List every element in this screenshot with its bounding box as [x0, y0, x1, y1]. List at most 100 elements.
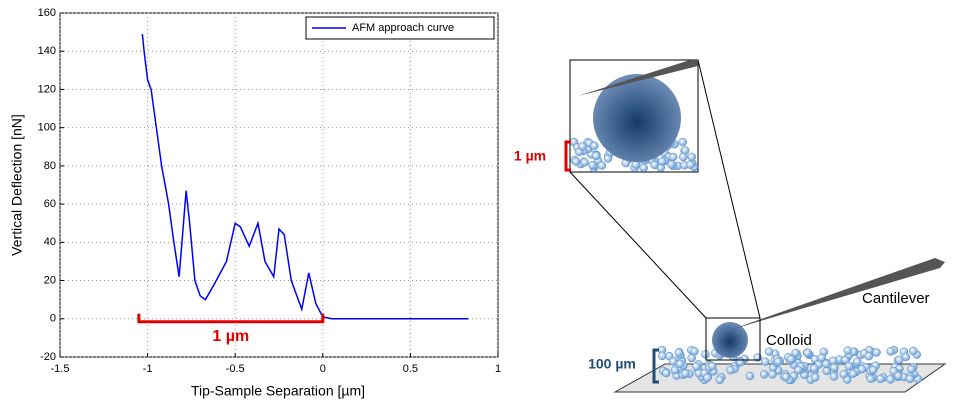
cantilever	[730, 258, 945, 330]
bead	[886, 347, 895, 356]
x-tick-label: -1.5	[51, 363, 70, 375]
bead	[597, 161, 607, 170]
colloid	[712, 322, 748, 358]
bead	[773, 357, 783, 366]
bead	[715, 375, 725, 385]
bead	[658, 351, 667, 361]
bead	[701, 350, 710, 359]
y-tick-label: -20	[40, 351, 56, 363]
bead	[678, 137, 687, 147]
bead	[726, 365, 735, 375]
bead	[864, 351, 874, 361]
bead	[639, 163, 648, 173]
bead	[905, 374, 915, 384]
bead	[857, 364, 867, 374]
cantilever-label: Cantilever	[862, 290, 930, 307]
y-tick-label: 0	[50, 313, 56, 325]
bead	[571, 157, 581, 166]
bead	[844, 361, 854, 371]
bead	[830, 363, 839, 372]
bead	[590, 141, 599, 151]
bead	[768, 370, 777, 379]
zoom-box	[705, 317, 761, 361]
colloid	[593, 74, 681, 162]
zoom-line	[569, 171, 707, 319]
y-tick-label: 100	[38, 122, 56, 134]
bead	[686, 160, 695, 169]
bead	[588, 160, 597, 170]
bead	[690, 347, 699, 356]
y-axis-label: Vertical Deflection [nN]	[9, 114, 25, 256]
bead	[761, 357, 770, 366]
bead	[679, 152, 688, 162]
bead	[791, 348, 800, 358]
bead	[907, 364, 916, 374]
bead	[868, 365, 878, 375]
plot: -1.5 -1 -0.5 0 0.5 1 -20 0 20 40 60 80 100 120 140 160 1…	[38, 7, 501, 375]
y-tick-label: 120	[38, 83, 56, 95]
particle-bed	[657, 345, 923, 385]
bead	[681, 369, 690, 378]
y-tick-label: 160	[38, 7, 56, 19]
y-tick-label: 40	[44, 236, 56, 248]
y-tick-label: 80	[44, 160, 56, 172]
diagram: 1 µm 100 µm Colloid Cantilever	[514, 59, 947, 393]
bead	[675, 359, 685, 369]
bead	[764, 347, 774, 356]
bead	[886, 375, 895, 384]
bead	[668, 152, 678, 162]
bead	[848, 369, 858, 378]
bead	[580, 158, 589, 167]
bead	[736, 357, 745, 367]
y-tick-label: 60	[44, 198, 56, 210]
bead	[578, 142, 587, 151]
bead	[876, 374, 885, 384]
scale-bracket	[652, 348, 659, 384]
x-tick-label: 1	[495, 363, 501, 375]
bead	[839, 369, 849, 379]
bead	[687, 152, 697, 162]
bead	[650, 160, 659, 170]
bead	[803, 348, 812, 358]
bead	[810, 373, 820, 382]
cantilever	[578, 60, 698, 96]
bead	[703, 373, 712, 382]
bead	[670, 365, 680, 375]
bead	[817, 353, 826, 363]
bead	[692, 362, 701, 371]
bead	[866, 374, 875, 383]
data-line	[141, 33, 469, 320]
x-axis-label: Tip-Sample Separation [µm]	[191, 383, 365, 399]
scale-label: 1 µm	[514, 148, 546, 164]
bead	[901, 352, 911, 362]
x-tick-label: 0.5	[403, 363, 418, 375]
bead	[786, 354, 796, 364]
scale-bracket	[564, 140, 571, 172]
y-tick-label: 20	[44, 274, 56, 286]
bead	[781, 372, 791, 382]
bead	[852, 357, 862, 366]
bead	[745, 371, 755, 381]
bead	[893, 371, 903, 381]
bead	[909, 346, 918, 356]
bead	[810, 363, 819, 373]
bead	[829, 372, 839, 381]
bead	[591, 151, 601, 161]
legend-label: AFM approach curve	[352, 22, 454, 34]
plot-area	[59, 12, 499, 358]
annotation-bracket	[137, 313, 325, 324]
bead	[794, 365, 803, 375]
colloid-label: Colloid	[766, 332, 812, 349]
bead	[872, 348, 881, 357]
bead	[657, 157, 667, 166]
x-tick-label: -0.5	[226, 363, 245, 375]
annotation-label: 1 µm	[212, 328, 249, 345]
bead	[674, 348, 684, 357]
bead	[843, 346, 852, 355]
x-tick-label: -1	[143, 363, 153, 375]
scale-label: 100 µm	[588, 356, 636, 372]
x-tick-label: 0	[320, 363, 326, 375]
bead	[661, 368, 671, 378]
legend-box	[305, 16, 495, 40]
